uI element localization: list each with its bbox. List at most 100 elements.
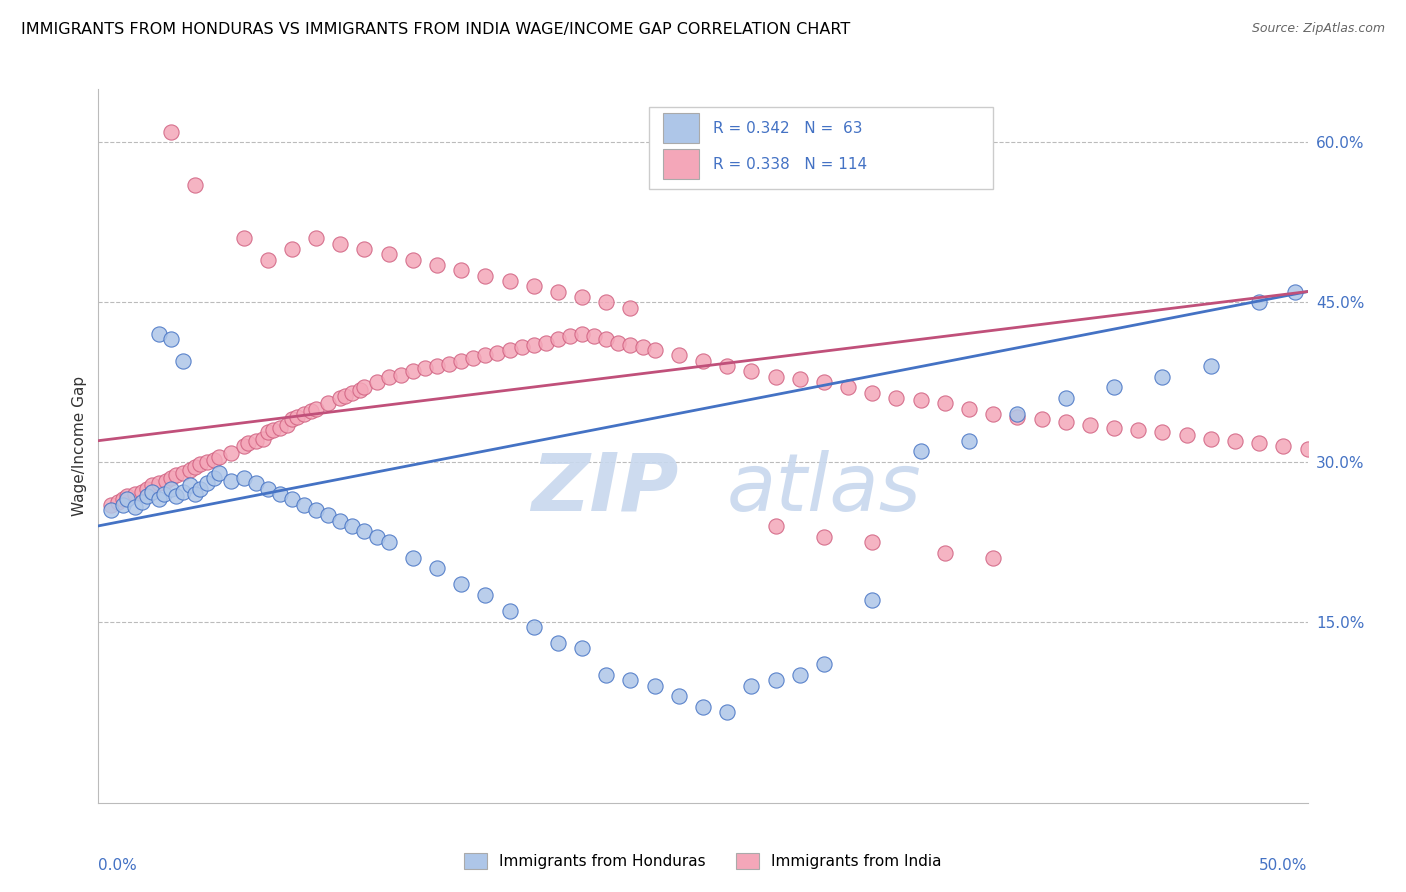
Point — [426, 561, 449, 575]
Point — [1102, 421, 1125, 435]
Point — [668, 349, 690, 363]
Point — [256, 425, 278, 439]
Point — [204, 471, 226, 485]
Y-axis label: Wage/Income Gap: Wage/Income Gap — [72, 376, 87, 516]
Point — [474, 268, 496, 283]
Point — [389, 368, 412, 382]
Point — [1272, 439, 1295, 453]
Point — [281, 242, 304, 256]
Text: R = 0.342   N =  63: R = 0.342 N = 63 — [713, 121, 862, 136]
Point — [160, 333, 183, 347]
Point — [571, 327, 593, 342]
Point — [789, 372, 811, 386]
Point — [117, 489, 139, 503]
Point — [860, 534, 883, 549]
Point — [305, 401, 328, 416]
Point — [172, 484, 194, 499]
Point — [1249, 435, 1271, 450]
Point — [765, 369, 787, 384]
Point — [886, 391, 908, 405]
Point — [740, 679, 762, 693]
Legend: Immigrants from Honduras, Immigrants from India: Immigrants from Honduras, Immigrants fro… — [458, 847, 948, 875]
Point — [765, 673, 787, 688]
Point — [437, 357, 460, 371]
Point — [269, 487, 291, 501]
Point — [148, 327, 170, 342]
Point — [1054, 391, 1077, 405]
Point — [523, 279, 546, 293]
Point — [305, 503, 328, 517]
Point — [148, 476, 170, 491]
Point — [232, 439, 254, 453]
Point — [981, 407, 1004, 421]
Point — [188, 457, 211, 471]
Point — [837, 380, 859, 394]
Text: atlas: atlas — [727, 450, 922, 528]
Point — [1249, 295, 1271, 310]
Point — [523, 620, 546, 634]
Point — [619, 338, 641, 352]
Point — [934, 396, 956, 410]
Point — [716, 706, 738, 720]
Point — [377, 534, 399, 549]
Point — [366, 375, 388, 389]
Point — [148, 492, 170, 507]
Point — [716, 359, 738, 373]
Point — [1175, 428, 1198, 442]
Point — [668, 690, 690, 704]
Point — [1007, 407, 1029, 421]
Point — [208, 466, 231, 480]
Point — [1078, 417, 1101, 432]
Point — [547, 333, 569, 347]
Point — [165, 489, 187, 503]
Point — [426, 359, 449, 373]
Point — [692, 700, 714, 714]
Point — [208, 450, 231, 464]
Point — [498, 343, 520, 358]
Bar — [664, 149, 699, 179]
Point — [299, 404, 322, 418]
Point — [305, 231, 328, 245]
Text: R = 0.338   N = 114: R = 0.338 N = 114 — [713, 157, 866, 171]
Point — [571, 641, 593, 656]
Point — [498, 274, 520, 288]
Point — [329, 514, 352, 528]
Point — [269, 421, 291, 435]
Point — [245, 476, 267, 491]
Point — [1152, 425, 1174, 439]
Point — [195, 455, 218, 469]
Point — [281, 412, 304, 426]
Point — [152, 487, 174, 501]
Point — [256, 252, 278, 267]
Point — [607, 335, 630, 350]
Point — [131, 484, 153, 499]
Bar — [664, 113, 699, 144]
Point — [558, 329, 581, 343]
Point — [276, 417, 298, 432]
Point — [329, 391, 352, 405]
Point — [155, 474, 177, 488]
Point — [184, 178, 207, 192]
Point — [184, 460, 207, 475]
Point — [765, 519, 787, 533]
Point — [413, 361, 436, 376]
Point — [204, 453, 226, 467]
Point — [292, 407, 315, 421]
Point — [463, 351, 485, 365]
Point — [195, 476, 218, 491]
Point — [124, 487, 146, 501]
Point — [450, 577, 472, 591]
Point — [740, 364, 762, 378]
Point — [141, 484, 163, 499]
Point — [450, 353, 472, 368]
Point — [1223, 434, 1246, 448]
Point — [160, 482, 183, 496]
Point — [498, 604, 520, 618]
Point — [474, 349, 496, 363]
Point — [547, 636, 569, 650]
Point — [474, 588, 496, 602]
Text: Source: ZipAtlas.com: Source: ZipAtlas.com — [1251, 22, 1385, 36]
Point — [172, 466, 194, 480]
Point — [402, 550, 425, 565]
Text: 0.0%: 0.0% — [98, 858, 138, 873]
